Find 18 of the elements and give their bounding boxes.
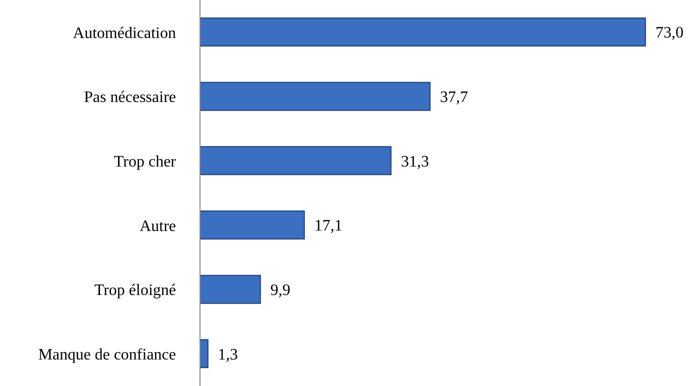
- y-tick-label: Trop cher: [114, 154, 177, 171]
- data-label: 37,7: [440, 89, 468, 106]
- data-label: 73,0: [655, 24, 684, 42]
- y-tick-label: Automédication: [72, 24, 176, 42]
- y-tick-label: Autre: [140, 218, 176, 235]
- bar: [200, 210, 305, 240]
- data-label: 1,3: [218, 346, 238, 364]
- bar: [200, 274, 261, 304]
- bar: [200, 339, 208, 368]
- bar: [200, 18, 646, 46]
- data-label: 9,9: [270, 282, 290, 300]
- data-label: 17,1: [314, 218, 342, 235]
- y-tick-label: Manque de confiance: [38, 346, 176, 364]
- bar: [200, 146, 392, 176]
- y-tick-label: Trop éloigné: [94, 282, 176, 300]
- data-label: 31,3: [400, 153, 429, 170]
- bar: [200, 82, 431, 111]
- y-tick-label: Pas nécessaire: [84, 89, 176, 106]
